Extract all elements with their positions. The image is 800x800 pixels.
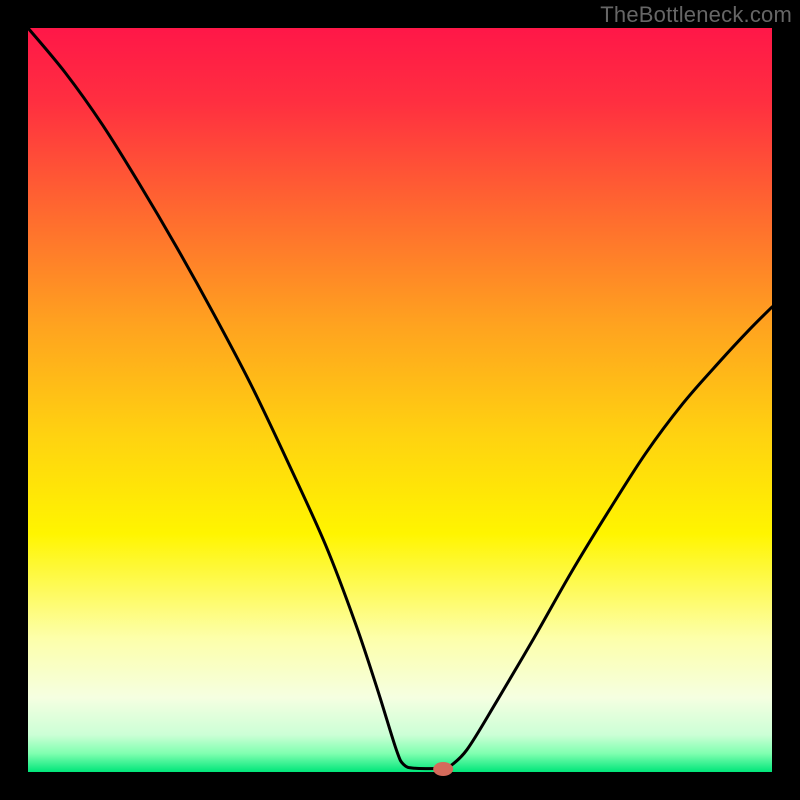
bottleneck-chart [0,0,800,800]
optimal-marker [433,762,453,776]
plot-area [28,28,772,772]
attribution-label: TheBottleneck.com [600,2,792,28]
